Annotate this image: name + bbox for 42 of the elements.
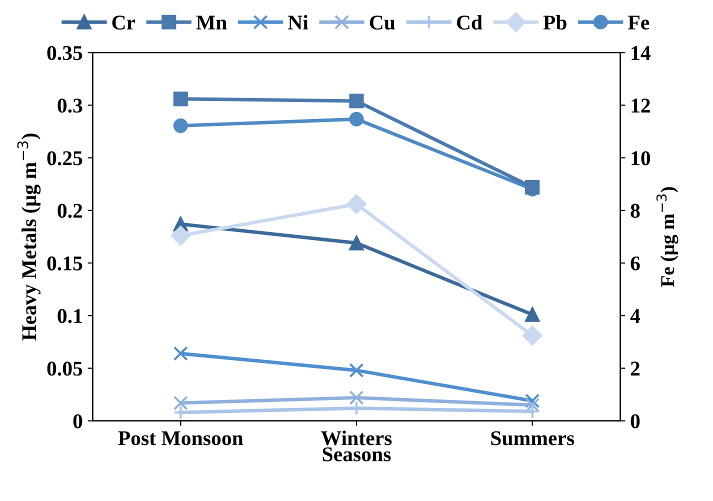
y-tick-label: 0.35 (47, 46, 82, 60)
point (173, 346, 188, 361)
legend-label: Pb (543, 14, 566, 30)
y2-tick-label: 10 (632, 151, 650, 166)
y-tick-label: 0.05 (47, 362, 82, 376)
point (170, 226, 191, 246)
y2-tick-label: 12 (632, 98, 650, 112)
y2-tick-label: 14 (632, 46, 650, 60)
point (522, 326, 542, 346)
y2-tick-label: 0 (630, 414, 640, 428)
point (346, 194, 366, 214)
y2-tick-label: 2 (630, 362, 640, 376)
legend-label: Mn (196, 16, 227, 30)
y-tick-label: 0.1 (58, 309, 82, 324)
x-tick-label: Winters (321, 430, 392, 446)
y-tick-label: 0.25 (47, 151, 82, 166)
point (525, 398, 540, 412)
point (349, 236, 364, 250)
y2-tick-label: 4 (630, 309, 640, 323)
x-axis-title: Seasons (322, 447, 391, 462)
point (349, 363, 364, 378)
legend-label: Cu (370, 16, 395, 30)
y2-tick-label: 6 (630, 256, 640, 270)
y2-tick-label: 8 (630, 204, 640, 218)
point (349, 94, 364, 108)
x-tick-label: Summers (491, 431, 574, 446)
y-axis-title: Heavy Metals (μg m$^{−3}$) (17, 134, 41, 341)
point (349, 390, 364, 405)
legend-label: Cr (112, 16, 136, 30)
point (173, 92, 188, 106)
point (173, 396, 188, 410)
y-tick-label: 0 (73, 414, 82, 428)
y-tick-label: 0.3 (58, 98, 82, 113)
y2-axis-title: Fe (μg m$^{−3}$) (656, 187, 678, 287)
legend-label: Cd (456, 14, 482, 30)
point (525, 394, 540, 408)
point (525, 307, 540, 322)
legend-label: Fe (628, 16, 650, 30)
y-tick-label: 0.2 (58, 204, 82, 218)
x-tick-label: Post Monsoon (118, 431, 244, 446)
y-tick-label: 0.15 (47, 256, 82, 271)
legend-label: Ni (288, 14, 308, 30)
